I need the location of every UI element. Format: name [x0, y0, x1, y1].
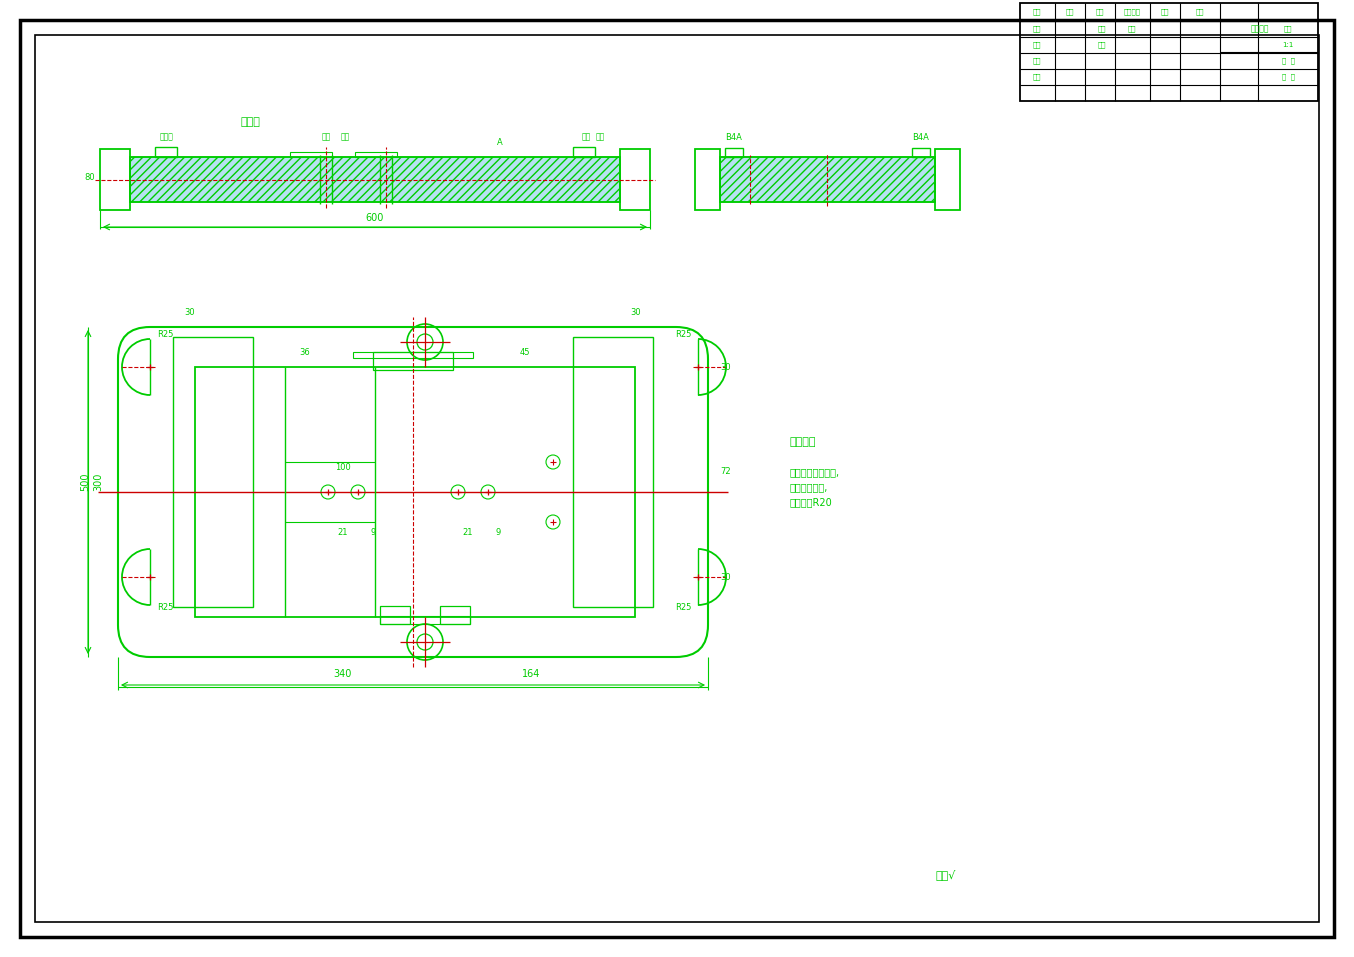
Bar — [154, 147, 177, 157]
Bar — [720, 157, 936, 202]
Text: A: A — [497, 138, 502, 147]
Text: 共  张: 共 张 — [1281, 57, 1294, 64]
Text: 30: 30 — [720, 363, 731, 371]
Text: 件号: 件号 — [1160, 9, 1170, 15]
Text: 名称: 名称 — [1196, 9, 1204, 15]
Bar — [130, 157, 620, 202]
Bar — [573, 337, 653, 607]
Text: 图样代号: 图样代号 — [1124, 9, 1140, 15]
Text: 1:1: 1:1 — [1282, 42, 1293, 48]
Text: 45: 45 — [520, 348, 531, 357]
Text: R25: R25 — [674, 603, 691, 612]
Text: B4A: B4A — [726, 133, 742, 142]
Bar — [100, 149, 130, 210]
Text: R25: R25 — [157, 603, 173, 612]
Bar — [936, 149, 960, 210]
Text: 上孔: 上孔 — [340, 132, 349, 141]
Text: 月日: 月日 — [1033, 74, 1041, 80]
Bar — [355, 152, 397, 157]
Text: B4A: B4A — [913, 133, 929, 142]
Text: 年月: 年月 — [1033, 57, 1041, 64]
Text: 72: 72 — [720, 468, 731, 477]
Bar — [130, 157, 620, 202]
Text: 设计: 设计 — [1033, 26, 1041, 33]
Bar — [290, 152, 332, 157]
Text: 上孔: 上孔 — [581, 132, 590, 141]
Text: 校核: 校核 — [1033, 42, 1041, 48]
Text: 21: 21 — [463, 528, 474, 537]
Text: 500: 500 — [80, 473, 89, 491]
Text: 36: 36 — [299, 348, 310, 357]
Text: 比例: 比例 — [1095, 9, 1105, 15]
Text: 钢铁机加: 钢铁机加 — [1251, 25, 1269, 33]
Text: 600: 600 — [366, 213, 385, 223]
Text: 164: 164 — [521, 669, 540, 679]
Bar — [1020, 3, 1317, 101]
Text: 工艺: 工艺 — [1128, 26, 1136, 33]
Bar — [720, 157, 936, 202]
Text: 30: 30 — [720, 572, 731, 582]
Text: 图号: 图号 — [1284, 26, 1292, 33]
Text: 零件铸出脱氧化皮,: 零件铸出脱氧化皮, — [789, 467, 839, 477]
Text: R25: R25 — [157, 330, 173, 339]
Bar — [913, 148, 930, 157]
Text: 300: 300 — [93, 473, 103, 491]
Bar — [724, 148, 743, 157]
Text: R25: R25 — [674, 330, 691, 339]
Text: 30: 30 — [631, 308, 642, 317]
Bar — [620, 149, 650, 210]
Bar — [353, 352, 473, 358]
Text: 第  张: 第 张 — [1281, 74, 1294, 80]
Bar — [195, 367, 635, 617]
Bar — [372, 352, 454, 370]
Text: 审核: 审核 — [1098, 26, 1106, 33]
Text: 批准: 批准 — [1098, 42, 1106, 48]
Text: 数量: 数量 — [1066, 9, 1074, 15]
Text: 未注圆角R20: 未注圆角R20 — [789, 497, 833, 507]
Text: 键槽: 键槽 — [321, 132, 330, 141]
Bar — [695, 149, 720, 210]
Bar — [440, 606, 470, 624]
Bar — [130, 157, 620, 202]
Text: 100: 100 — [336, 463, 351, 472]
Text: 主轴孔: 主轴孔 — [160, 132, 173, 141]
Text: 9: 9 — [371, 528, 375, 537]
Text: 340: 340 — [333, 669, 352, 679]
Text: 80: 80 — [84, 172, 95, 182]
Text: 上孔: 上孔 — [596, 132, 605, 141]
Text: 英金√: 英金√ — [936, 869, 956, 880]
Text: 21: 21 — [337, 528, 348, 537]
Text: 9: 9 — [496, 528, 501, 537]
Bar — [380, 616, 470, 624]
Text: 技术要求: 技术要求 — [789, 437, 816, 447]
Bar — [573, 147, 594, 157]
FancyBboxPatch shape — [118, 327, 708, 657]
Bar — [380, 606, 410, 624]
Bar — [720, 157, 936, 202]
Text: 30: 30 — [184, 308, 195, 317]
Text: 材料: 材料 — [1033, 9, 1041, 15]
Bar — [173, 337, 253, 607]
Text: 主视图: 主视图 — [240, 117, 260, 127]
Text: 去棱角和飞边,: 去棱角和飞边, — [789, 482, 829, 492]
